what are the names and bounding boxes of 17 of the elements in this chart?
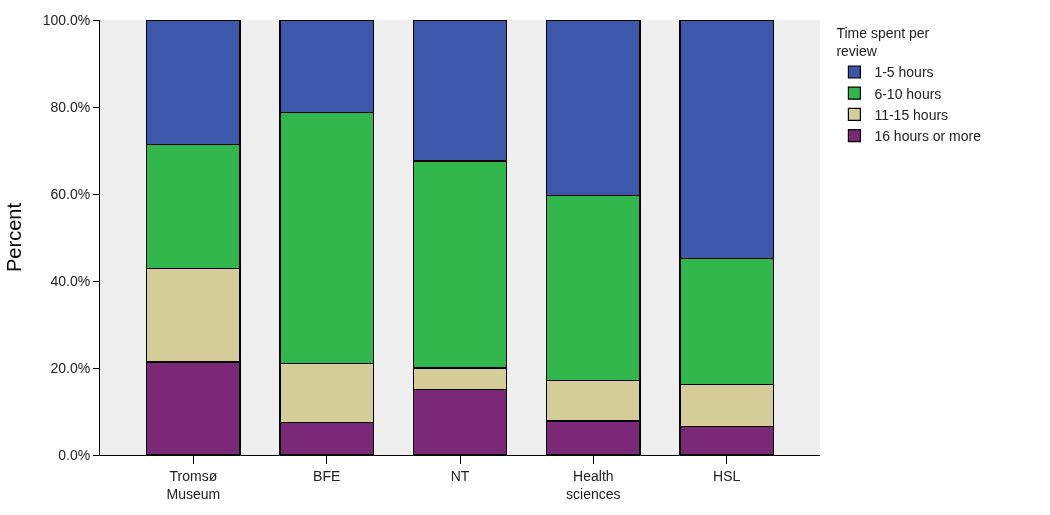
y-tick-label: 80.0% [50,98,91,115]
y-axis-title: Percent [3,202,26,272]
x-tick-label: Tromsø Museum [166,467,221,502]
legend-label: 11-15 hours [874,106,949,123]
legend-label: 1-5 hours [874,64,934,81]
y-tick-label: 0.0% [58,446,91,463]
y-tick-label: 100.0% [42,11,91,28]
x-tick-label: NT [450,467,470,484]
x-tick-label: HSL [713,467,741,484]
x-tick-label: Health sciences [566,467,621,502]
y-tick-label: 20.0% [50,359,91,376]
legend-title: Time spent per review [836,25,930,60]
y-tick-label: 60.0% [50,185,91,202]
legend-label: 6-10 hours [874,85,942,102]
y-tick-label: 40.0% [50,272,91,289]
legend-label: 16 hours or more [874,128,982,145]
x-tick-label: BFE [313,467,341,484]
